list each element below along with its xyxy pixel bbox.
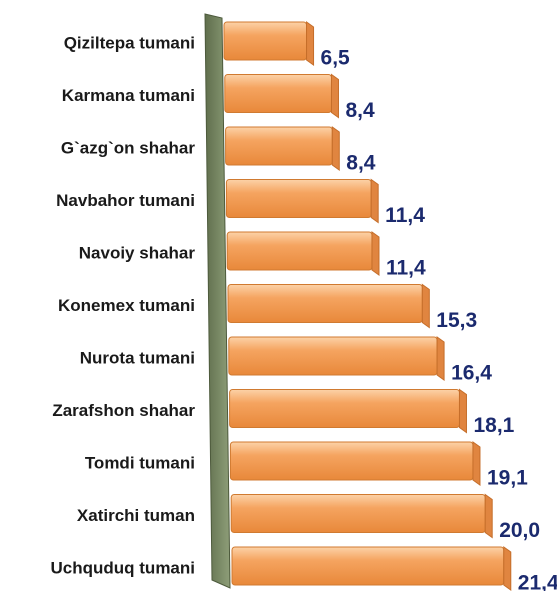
data-label: 11,4 bbox=[386, 257, 426, 280]
data-label: 6,5 bbox=[321, 47, 351, 70]
data-label: 11,4 bbox=[385, 204, 425, 227]
bar-end bbox=[330, 73, 339, 119]
back-wall bbox=[204, 13, 231, 589]
y-tick-label: Tomdi tumani bbox=[85, 453, 195, 472]
y-tick-label: Zarafshon shahar bbox=[52, 401, 195, 420]
bar-end bbox=[503, 546, 512, 591]
data-label: 20,0 bbox=[499, 519, 540, 542]
y-tick-label: Navoiy shahar bbox=[79, 243, 196, 262]
bar-end bbox=[370, 178, 379, 224]
data-label: 8,4 bbox=[346, 152, 376, 175]
bar bbox=[225, 126, 333, 166]
y-tick-label: Uchquduq tumani bbox=[51, 558, 195, 577]
bar bbox=[231, 546, 505, 586]
data-label: 19,1 bbox=[487, 467, 528, 490]
data-label: 18,1 bbox=[473, 414, 514, 437]
y-tick-label: Qiziltepa tumani bbox=[64, 33, 195, 52]
bar-end bbox=[472, 441, 481, 486]
bar bbox=[230, 494, 486, 533]
y-tick-label: Xatirchi tuman bbox=[77, 506, 195, 525]
data-label: 15,3 bbox=[436, 309, 477, 332]
bar-end bbox=[371, 231, 380, 276]
bar bbox=[228, 336, 438, 376]
data-label: 16,4 bbox=[451, 362, 492, 385]
data-label: 8,4 bbox=[345, 99, 375, 122]
bar-end bbox=[484, 493, 493, 539]
bar-end bbox=[458, 388, 467, 434]
bar bbox=[223, 21, 308, 61]
bar-end bbox=[306, 21, 315, 66]
bar bbox=[224, 74, 332, 113]
bar bbox=[226, 231, 373, 271]
bar-end bbox=[331, 126, 340, 171]
y-tick-label: Konemex tumani bbox=[58, 296, 195, 315]
y-tick-label: Karmana tumani bbox=[62, 86, 195, 105]
bar-end bbox=[436, 336, 445, 381]
bar bbox=[229, 389, 460, 428]
bar-end bbox=[421, 283, 430, 329]
y-tick-label: Navbahor tumani bbox=[56, 191, 195, 210]
bar bbox=[229, 441, 474, 481]
data-label: 21,4 bbox=[518, 572, 557, 591]
y-tick-label: Nurota tumani bbox=[80, 348, 195, 367]
bar bbox=[227, 284, 423, 323]
bar bbox=[225, 179, 372, 218]
y-tick-label: G`azg`on shahar bbox=[61, 138, 196, 157]
